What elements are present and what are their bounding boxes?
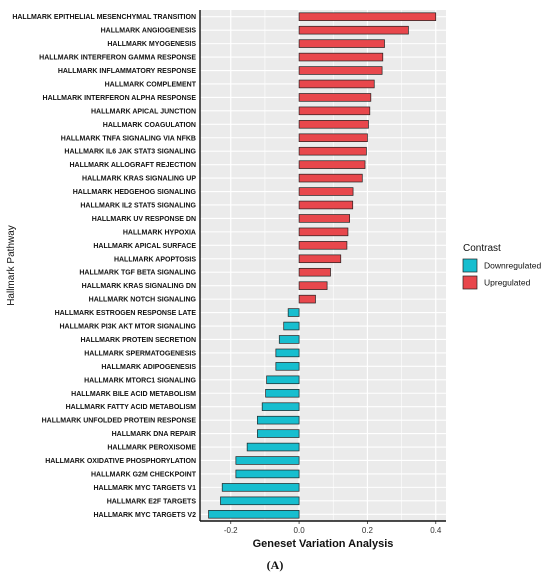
bar-5 [298,66,383,75]
category-labels: HALLMARK EPITHELIAL MESENCHYMAL TRANSITI… [12,14,196,519]
legend-title: Contrast [463,243,501,254]
x-tick-labels: -0.2 0.0 0.2 0.4 [224,521,442,535]
bar-13 [298,173,363,183]
category-label: HALLMARK UNFOLDED PROTEIN RESPONSE [42,418,197,425]
bar-4 [298,52,384,62]
bar-10 [298,133,368,142]
x-tick-label: 0.2 [362,526,374,535]
bar-9 [298,120,369,129]
bar-2 [298,25,409,35]
category-label: HALLMARK DNA REPAIR [112,431,196,438]
x-tick-label: 0.4 [430,526,442,535]
bar-12 [298,160,366,169]
bar-25 [278,335,300,344]
legend-key-upregulated [462,275,478,290]
category-label: HALLMARK INTERFERON GAMMA RESPONSE [39,55,196,62]
bar-19 [298,254,342,264]
legend-key-downregulated [462,258,478,273]
category-label: HALLMARK SPERMATOGENESIS [84,350,196,357]
y-axis-title: Hallmark Pathway [6,225,17,306]
bar-29 [265,389,300,398]
category-label: HALLMARK FATTY ACID METABOLISM [66,404,197,411]
category-label: HALLMARK MTORC1 SIGNALING [84,377,196,384]
category-label: HALLMARK PEROXISOME [107,445,196,452]
category-label: HALLMARK APICAL JUNCTION [91,108,196,115]
category-label: HALLMARK UV RESPONSE DN [92,216,196,223]
bar-32 [257,429,300,438]
bar-22 [298,294,316,304]
category-label: HALLMARK BILE ACID METABOLISM [71,391,196,398]
bar-21 [298,281,328,290]
bar-24 [283,321,300,331]
category-label: HALLMARK COMPLEMENT [105,81,197,88]
category-label: HALLMARK G2M CHECKPOINT [91,471,197,478]
category-label: HALLMARK MYOGENESIS [107,41,196,48]
category-label: HALLMARK INFLAMMATORY RESPONSE [58,68,197,75]
category-label: HALLMARK PI3K AKT MTOR SIGNALING [60,324,197,331]
bar-28 [266,375,300,385]
category-label: HALLMARK APICAL SURFACE [93,243,196,250]
legend: Contrast Downregulated Upregulated [462,243,541,290]
bar-7 [298,93,372,102]
bar-33 [246,442,300,452]
x-tick-label: -0.2 [224,526,238,535]
category-label: HALLMARK IL2 STAT5 SIGNALING [80,202,196,209]
bar-34 [235,456,300,465]
bar-6 [298,79,375,89]
category-label: HALLMARK MYC TARGETS V1 [93,485,196,492]
bar-3 [298,39,385,48]
bar-1 [298,12,437,21]
bar-20 [298,267,331,277]
bar-36 [221,483,300,492]
x-axis-title: Geneset Variation Analysis [253,538,394,550]
bar-15 [298,200,354,210]
bar-23 [287,308,300,317]
bar-27 [275,362,300,371]
bar-18 [298,241,348,250]
bar-35 [235,469,300,479]
category-label: HALLMARK TGF BETA SIGNALING [79,270,196,277]
bar-38 [208,510,300,519]
category-label: HALLMARK MYC TARGETS V2 [93,512,196,519]
bars-group [208,12,437,519]
category-label: HALLMARK HYPOXIA [123,229,196,236]
category-label: HALLMARK INTERFERON ALPHA RESPONSE [43,95,197,102]
category-label: HALLMARK E2F TARGETS [107,498,197,505]
category-label: HALLMARK KRAS SIGNALING UP [82,176,196,183]
bar-8 [298,106,371,116]
bar-16 [298,214,351,223]
legend-label-upregulated: Upregulated [484,278,531,288]
bar-17 [298,227,349,237]
bar-31 [257,415,300,425]
category-label: HALLMARK NOTCH SIGNALING [89,297,197,304]
category-label: HALLMARK TNFA SIGNALING VIA NFKB [61,135,196,142]
bar-14 [298,187,354,196]
category-label: HALLMARK ADIPOGENESIS [101,364,196,371]
legend-label-downregulated: Downregulated [484,261,541,271]
category-label: HALLMARK HEDGEHOG SIGNALING [73,189,197,196]
bar-30 [261,402,300,411]
category-label: HALLMARK ESTROGEN RESPONSE LATE [55,310,197,317]
bar-26 [275,348,300,358]
category-label: HALLMARK IL6 JAK STAT3 SIGNALING [64,149,196,156]
category-label: HALLMARK COAGULATION [103,122,196,129]
category-label: HALLMARK OXIDATIVE PHOSPHORYLATION [45,458,196,465]
bar-11 [298,146,367,156]
category-label: HALLMARK KRAS SIGNALING DN [82,283,196,290]
x-tick-label: 0.0 [294,526,306,535]
category-label: HALLMARK ANGIOGENESIS [101,28,197,35]
bar-37 [220,496,300,506]
category-label: HALLMARK PROTEIN SECRETION [81,337,197,344]
category-label: HALLMARK EPITHELIAL MESENCHYMAL TRANSITI… [12,14,196,21]
category-label: HALLMARK ALLOGRAFT REJECTION [69,162,196,169]
category-label: HALLMARK APOPTOSIS [114,256,196,263]
panel-label: (A) [267,558,284,572]
